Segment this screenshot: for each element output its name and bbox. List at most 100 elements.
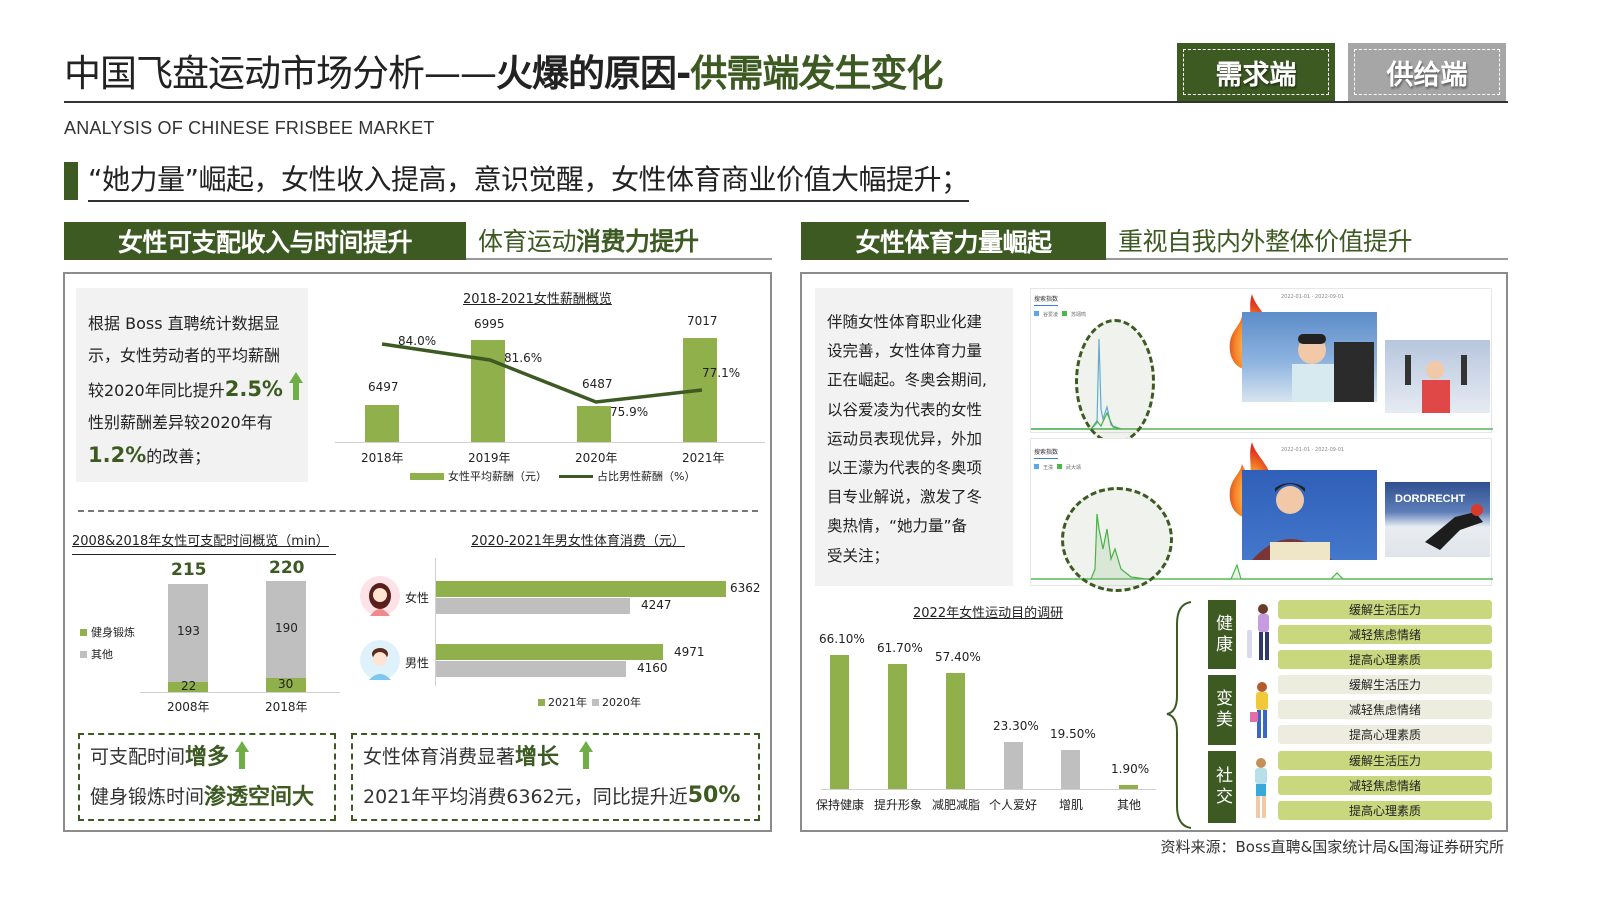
highlight-ring [1061,487,1173,592]
note-line: 奥热情，“她力量”备 [827,517,968,536]
commentator-photo [1242,470,1377,560]
ratio-line [381,342,703,404]
note-line: 伴随女性体育职业化建 [827,313,983,331]
female-avatar-icon [360,576,400,616]
legend-item: 其他 [80,644,135,666]
callout-highlight: 增多 [185,745,230,770]
segment-label: 22 [181,679,197,693]
segment-label: 193 [177,624,200,638]
chart-title: 2022年女性运动目的调研 [913,606,1064,621]
tab-demand-side[interactable]: 需求端 [1177,43,1335,101]
note-line: 根据 Boss 直聘统计数据显 [88,314,280,333]
note-line: 目专业解说，激发了冬 [827,488,983,507]
title-divider [64,101,1508,103]
callout-highlight: 50% [687,782,741,808]
legend-label: 王濛 [1043,465,1054,471]
bar-value: 61.70% [877,641,923,655]
goal-item: 缓解生活压力 [1278,751,1492,770]
bar-2018-other [266,581,306,678]
note-line: 以谷爱凌为代表的女性 [827,400,983,419]
x-tick: 2021年 [682,451,725,465]
legend-label: 女性平均薪酬（元） [448,470,547,483]
search-legend: 王濛 武大靖 [1034,464,1081,471]
category-label: 健康 [1212,613,1232,656]
note-line: 以王濛为代表的冬奥项 [827,459,983,478]
bar-male-2021 [436,644,663,660]
bar-muscle [1061,750,1080,789]
legend-swatch-line [559,474,593,478]
title-main: 中国飞盘运动市场分析—— [64,52,497,95]
goal-item: 缓解生活压力 [1278,675,1492,694]
x-axis [335,442,765,443]
note-line: 运动员表现优异，外加 [827,429,983,448]
total-label: 215 [171,560,207,580]
x-tick: 保持健康 [816,798,865,812]
goal-item: 提高心理素质 [1278,725,1492,744]
category-label: 男性 [405,656,430,670]
category-health: 健康 [1208,600,1236,669]
goal-item: 减轻焦虑情绪 [1278,776,1492,795]
bar-2020 [577,406,611,442]
subtitle-bold: 消费力提升 [576,227,699,256]
callout-line: 可支配时间 增多 [90,735,324,775]
time-legend: 健身锻炼 其他 [80,622,135,666]
bar-value: 6362 [730,581,761,595]
goal-item: 缓解生活压力 [1278,600,1492,619]
callout-line: 2021年平均消费6362元，同比提升近 50% [363,775,748,815]
category-label: 变美 [1212,689,1232,731]
legend-label: 健身锻炼 [91,626,135,639]
search-panel-title: 搜索指数 [1034,294,1059,306]
segment-label: 190 [275,621,298,635]
callout-text: 2021年平均消费6362元，同比提升近 [363,785,688,808]
callout-text: 健身锻炼时间 [90,785,205,808]
callout-highlight: 增长 [515,745,560,770]
time-chart: 2008&2018年女性可支配时间概览（min） 215 220 193 190… [70,528,340,718]
category-label: 女性 [405,591,430,605]
legend-swatch-bar [410,472,444,480]
line-label: 81.6% [504,351,543,365]
athlete-photo-2 [1385,340,1490,413]
headline: “她力量”崛起，女性收入提高，意识觉醒，女性体育商业价值大幅提升； [88,160,969,202]
title-underline [72,554,336,555]
search-legend: 谷爱凌 苏翊鸣 [1034,311,1086,318]
search-panel-title: 搜索指数 [1034,447,1059,459]
bar-value: 6995 [474,317,505,331]
legend-label: 2020年 [602,696,641,709]
note-line: 正在崛起。冬奥会期间, [827,371,987,390]
x-tick: 增肌 [1059,798,1084,812]
woman-shopping-figure [1250,682,1268,738]
right-section-title: 女性体育力量崛起 [801,222,1106,260]
sport-goals-chart: 2022年女性运动目的调研 66.10% 61.70% 57.40% 23.30… [806,598,1156,818]
callout-text: 女性体育消费显著 [363,745,516,768]
bar-2018-fitness [266,678,306,692]
goal-item: 减轻焦虑情绪 [1278,700,1492,719]
note-text: 较2020年同比提升 [88,381,225,400]
bar-value: 4247 [641,598,672,612]
bar-image [888,664,907,789]
y-axis [435,558,436,686]
up-arrow-icon [579,741,594,769]
tab-label: 需求端 [1215,59,1297,91]
callout-line: 健身锻炼时间 渗透空间大 [90,775,324,815]
bar-male-2020 [436,661,626,677]
tab-supply-side[interactable]: 供给端 [1348,43,1506,101]
consumption-callout: 女性体育消费显著 增长 2021年平均消费6362元，同比提升近 50% [351,733,760,821]
note-line: 设完善，女性体育力量 [827,342,983,361]
page-title: 中国飞盘运动市场分析——火爆的原因-供需端发生变化 [64,50,943,98]
chart-legend: 女性平均薪酬（元） 占比男性薪酬（%） [410,468,695,484]
category-social: 社交 [1208,751,1236,823]
x-axis [821,789,1156,790]
bar-value: 19.50% [1050,727,1096,741]
bar-value: 7017 [687,314,718,328]
salary-chart: 2018-2021女性薪酬概览 6497 6995 6487 7017 84.0… [330,282,770,484]
date-range: 2022-01-01 - 2022-09-01 [1281,447,1345,453]
note-line: 受关注； [827,546,890,565]
legend-label: 其他 [91,648,113,661]
legend-label: 谷爱凌 [1043,312,1059,318]
chart-title: 2020-2021年男女性体育消费（元） [471,534,685,549]
segment-label: 30 [278,677,294,691]
legend-label: 占比男性薪酬（%） [597,470,696,483]
note-text: 的改善； [146,447,211,466]
highlight-ring [1075,319,1155,444]
legend-label: 苏翊鸣 [1071,312,1087,318]
